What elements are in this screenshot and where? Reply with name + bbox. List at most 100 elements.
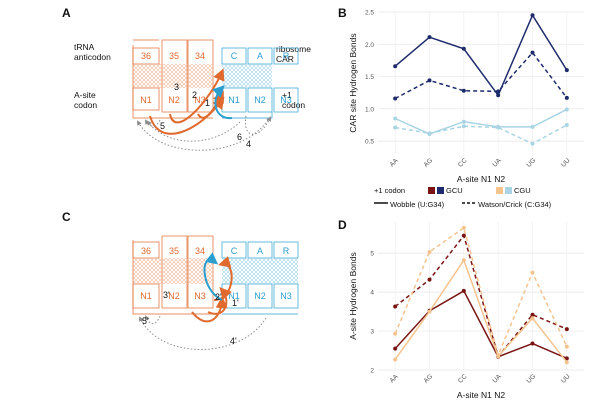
data-point: [496, 93, 501, 98]
data-point: [564, 344, 569, 349]
data-point: [564, 122, 569, 127]
x-tick-label: CC: [457, 373, 469, 385]
data-point: [393, 357, 398, 362]
car-c-r: R: [283, 246, 290, 256]
data-point: [393, 64, 398, 69]
plus1-a-n1: N1: [228, 95, 240, 105]
series-1: [393, 233, 569, 359]
y-tick-label: 4: [370, 290, 374, 297]
asite-a-n3: N3: [194, 95, 206, 105]
plus1-a-n2: N2: [254, 95, 266, 105]
data-point: [461, 233, 466, 238]
y-axis-title: A-site Hydrogen Bonds: [348, 252, 358, 339]
car-a-r: R: [283, 51, 290, 61]
trna-a-pos-35: 35: [169, 51, 179, 61]
asite-a-n2: N2: [168, 95, 180, 105]
interaction-c-3p: 3': [163, 290, 170, 300]
panel-c-diagram: 36 35 34 N1 N2 N3 C A R N1 N2 N3 3' 2' 1…: [132, 235, 299, 350]
panel-letter-d: D: [338, 218, 347, 232]
x-axis-title: A-site N1 N2: [457, 174, 505, 184]
data-point: [530, 50, 535, 55]
data-point: [461, 119, 466, 124]
x-axis-title: A-site N1 N2: [457, 390, 505, 400]
plus1-codon-label: +1 codon: [282, 90, 306, 110]
interaction-a-5: 5: [160, 121, 165, 131]
chart-b-plot: 0.5 1.0 1.5 2.0 2.5 AA AG CC UA UG UU A-site N1 N2 C…: [348, 10, 584, 184]
legend-cgu: CGU: [496, 186, 531, 195]
series-line: [394, 13, 568, 97]
series-1: [393, 50, 569, 101]
plus1-c-n3: N3: [280, 291, 292, 301]
legend-title: +1 codon: [374, 186, 406, 195]
chart-d-plot: 2 3 4 5 AA AG CC UA UG UU A-site N1 N2 A-site Hydro…: [348, 222, 584, 400]
series-3: [393, 225, 569, 358]
plus1-c-n1: N1: [228, 291, 240, 301]
data-point: [564, 327, 569, 332]
x-tick-label: UU: [560, 157, 572, 169]
x-tick-label: AG: [423, 373, 435, 385]
x-tick-label: UU: [560, 373, 572, 385]
data-point: [530, 270, 535, 275]
series-line: [395, 124, 568, 145]
data-point: [393, 96, 398, 101]
interaction-c-4p: 4': [230, 336, 237, 346]
x-tick-label: CC: [457, 157, 469, 169]
y-axis-title: CAR site Hydrogen Bonds: [348, 33, 358, 132]
data-point: [530, 13, 535, 18]
interaction-c-5p: 5': [142, 316, 149, 326]
y-tick-label: 2: [370, 368, 374, 375]
panel-letter-c: C: [62, 210, 71, 224]
y-tick-label: 0.5: [365, 139, 374, 146]
data-point: [496, 353, 501, 358]
interaction-a-2: 2: [192, 90, 197, 100]
interaction-a-1: 1: [205, 98, 210, 108]
trna-a-pos-36: 36: [141, 51, 151, 61]
plus1-a-n3: N3: [280, 95, 292, 105]
legend-cgu-label: CGU: [514, 186, 531, 195]
y-tick-label: 1.5: [365, 74, 374, 81]
data-point: [461, 46, 466, 51]
ribosome-car-label: ribosome CAR: [276, 44, 311, 64]
car-c-c: C: [231, 246, 238, 256]
legend-wobble: Wobble (U:G34): [374, 200, 444, 209]
data-point: [564, 356, 569, 361]
data-point: [427, 35, 432, 40]
trna-a-pos-34: 34: [195, 51, 205, 61]
legend-cgu-swatch-blue: [505, 187, 512, 194]
data-point: [393, 331, 398, 336]
legend-gcu-swatch-navy: [437, 187, 444, 194]
x-tick-label: UG: [526, 373, 538, 385]
y-tick-label: 2.5: [365, 10, 374, 17]
trna-anticodon-label: tRNA anticodon: [74, 42, 111, 62]
data-point: [461, 124, 466, 129]
legend-watson-crick: Watson/Crick (C:G34): [462, 200, 551, 209]
data-point: [564, 95, 569, 100]
data-point: [564, 68, 569, 73]
car-c-a: A: [257, 246, 263, 256]
data-point: [496, 89, 501, 94]
y-tick-label: 3: [370, 329, 374, 336]
interaction-c-1p: 1': [232, 298, 239, 308]
x-tick-label: AA: [389, 157, 401, 169]
x-tick-label: UA: [491, 157, 503, 169]
data-point: [564, 360, 569, 365]
plus1-c-n2: N2: [254, 291, 266, 301]
data-point: [461, 288, 466, 293]
legend-gcu: GCU: [428, 186, 463, 195]
data-point: [427, 78, 432, 83]
asite-c-n2: N2: [168, 291, 180, 301]
data-point: [461, 225, 466, 230]
interaction-c-2p: 2': [215, 292, 222, 302]
data-point: [427, 277, 432, 282]
series-line: [394, 51, 568, 100]
data-point: [530, 124, 535, 129]
data-point: [461, 88, 466, 93]
asite-c-n3: N3: [194, 291, 206, 301]
legend-dashed-line-icon: [462, 202, 476, 204]
legend-gcu-label: GCU: [446, 186, 463, 195]
asite-a-n1: N1: [140, 95, 152, 105]
y-tick-label: 2.0: [365, 42, 374, 49]
